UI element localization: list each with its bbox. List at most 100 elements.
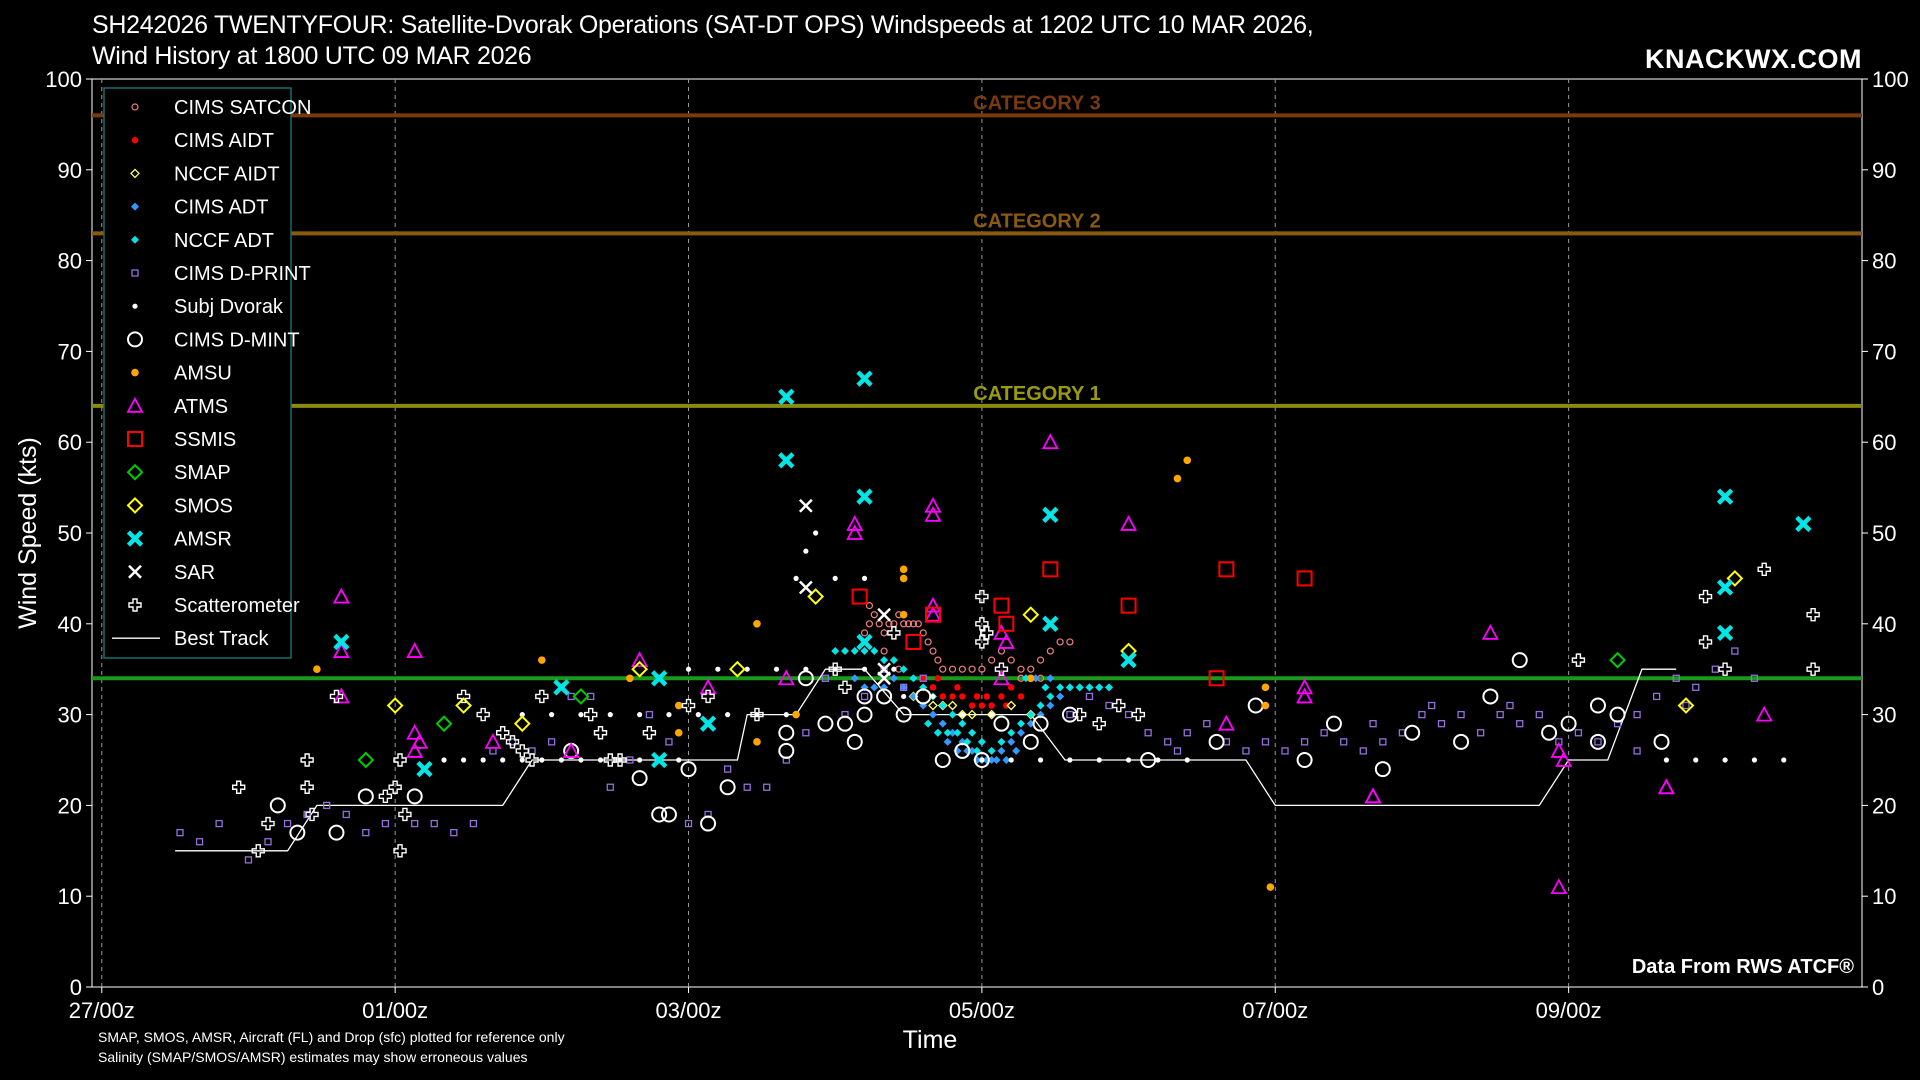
nccf-adt-point [1085,683,1094,692]
ssmis-point [851,588,868,605]
cims-satcon-point [934,656,942,664]
cims-d-mint-point [1061,706,1078,723]
atms-point [924,496,942,513]
title-line-1: SH242026 TWENTYFOUR: Satellite-Dvorak Op… [92,11,1314,39]
cims-d-mint-point [1653,733,1670,750]
amsu-point [538,656,546,664]
title-line-2: Wind History at 1800 UTC 09 MAR 2026 [92,42,532,70]
nccf-aidt-point [1006,700,1017,711]
best-track-line [175,668,1677,852]
scatterometer-point [887,626,901,640]
legend-label: NCCF AIDT [174,163,280,185]
cims-d-print-point [919,674,927,682]
amsu-point [1261,683,1270,692]
atms-point [411,732,429,749]
cims-d-print-point [1320,729,1328,737]
cims-d-print-point [1085,692,1094,701]
scatterometer-point [305,807,319,822]
cims-d-mint-point [915,688,932,705]
cims-aidt-point [954,684,961,691]
subj-dvorak-point [1184,757,1190,763]
cims-d-mint-point [1511,652,1528,669]
nccf-adt-point [958,719,967,728]
footnote-salinity: Salinity (SMAP/SMOS/AMSR) estimates may … [98,1049,528,1065]
cims-aidt-point [1017,693,1025,700]
sar-point [798,498,813,513]
cims-d-mint-point [1374,761,1391,778]
cims-d-mint-point [719,779,736,796]
cims-aidt-point [959,693,966,700]
smap-point [357,751,375,769]
subj-dvorak-point [793,575,799,582]
scatterometer-point [231,780,246,794]
ssmis-point [1120,597,1137,614]
scatterometer-point [701,689,715,704]
atms-point [846,524,864,540]
ssmis-point [905,633,922,650]
atms-point [332,587,350,604]
scatterometer-point [388,780,402,794]
cims-satcon-point [958,665,966,673]
cims-d-print-point [1731,647,1739,655]
cims-d-mint-point [1482,688,1499,705]
atms-point [1555,751,1573,767]
nccf-aidt-point [986,709,997,720]
threshold-label: CATEGORY 1 [973,383,1100,405]
scatterometer-point [1757,562,1771,577]
legend-swatch [132,303,138,309]
y-tick-label-right: 70 [1872,339,1896,364]
cims-d-print-point [1203,720,1211,728]
legend-swatch [126,396,144,413]
atms-point [484,732,502,749]
cims-d-print-point [411,819,419,828]
legend-label: ATMS [174,396,228,418]
amsr-point [778,388,795,405]
cims-d-print-point [381,819,390,828]
amsu-point [1261,701,1270,710]
atms-point [1550,878,1568,895]
cims-d-print-point [1173,747,1182,755]
cims-satcon-point [997,647,1006,655]
nccf-adt-point [997,737,1006,746]
atms-point [562,742,580,758]
cims-satcon-point [948,665,957,673]
cims-d-mint-point [846,733,863,750]
cims-d-print-point [723,765,732,773]
cims-satcon-point [1017,665,1025,673]
cims-d-print-point [1164,738,1172,746]
scatterometer-point [535,689,549,704]
cims-adt-point [1002,756,1011,764]
y-tick-label-right: 0 [1872,975,1884,1000]
atms-point [332,642,350,658]
threshold-label: CATEGORY 2 [973,210,1100,232]
cims-d-mint-point [1247,697,1264,714]
cims-d-print-point [1750,674,1759,682]
nccf-adt-point [850,647,859,656]
amsu-point [792,710,800,719]
cims-d-mint-point [778,742,795,759]
amsr-point [1716,488,1734,505]
cims-adt-point [850,674,859,683]
atms-point [1296,678,1314,695]
x-tick-label: 03/00z [655,998,721,1023]
amsr-point [856,488,873,505]
cims-aidt-point [929,684,937,691]
scatterometer-point [584,707,598,722]
amsu-point [1266,883,1275,891]
legend-item: AMSR [126,529,232,551]
subj-dvorak-point [744,666,750,672]
subj-dvorak-point [676,757,682,763]
scatterometer-point [1698,635,1713,649]
cims-aidt-point [949,693,956,700]
atms-point [406,642,424,658]
x-tick-label: 27/00z [69,998,135,1023]
cims-satcon-point [880,629,888,637]
legend-label: CIMS SATCON [174,97,311,119]
scatterometer-point [681,698,696,713]
data-points [176,370,1820,895]
nccf-adt-point [1056,683,1065,692]
cims-satcon-point [1056,638,1064,646]
legend-label: SSMIS [174,429,236,451]
cims-d-mint-point [836,715,853,732]
subj-dvorak-point [1722,757,1728,763]
